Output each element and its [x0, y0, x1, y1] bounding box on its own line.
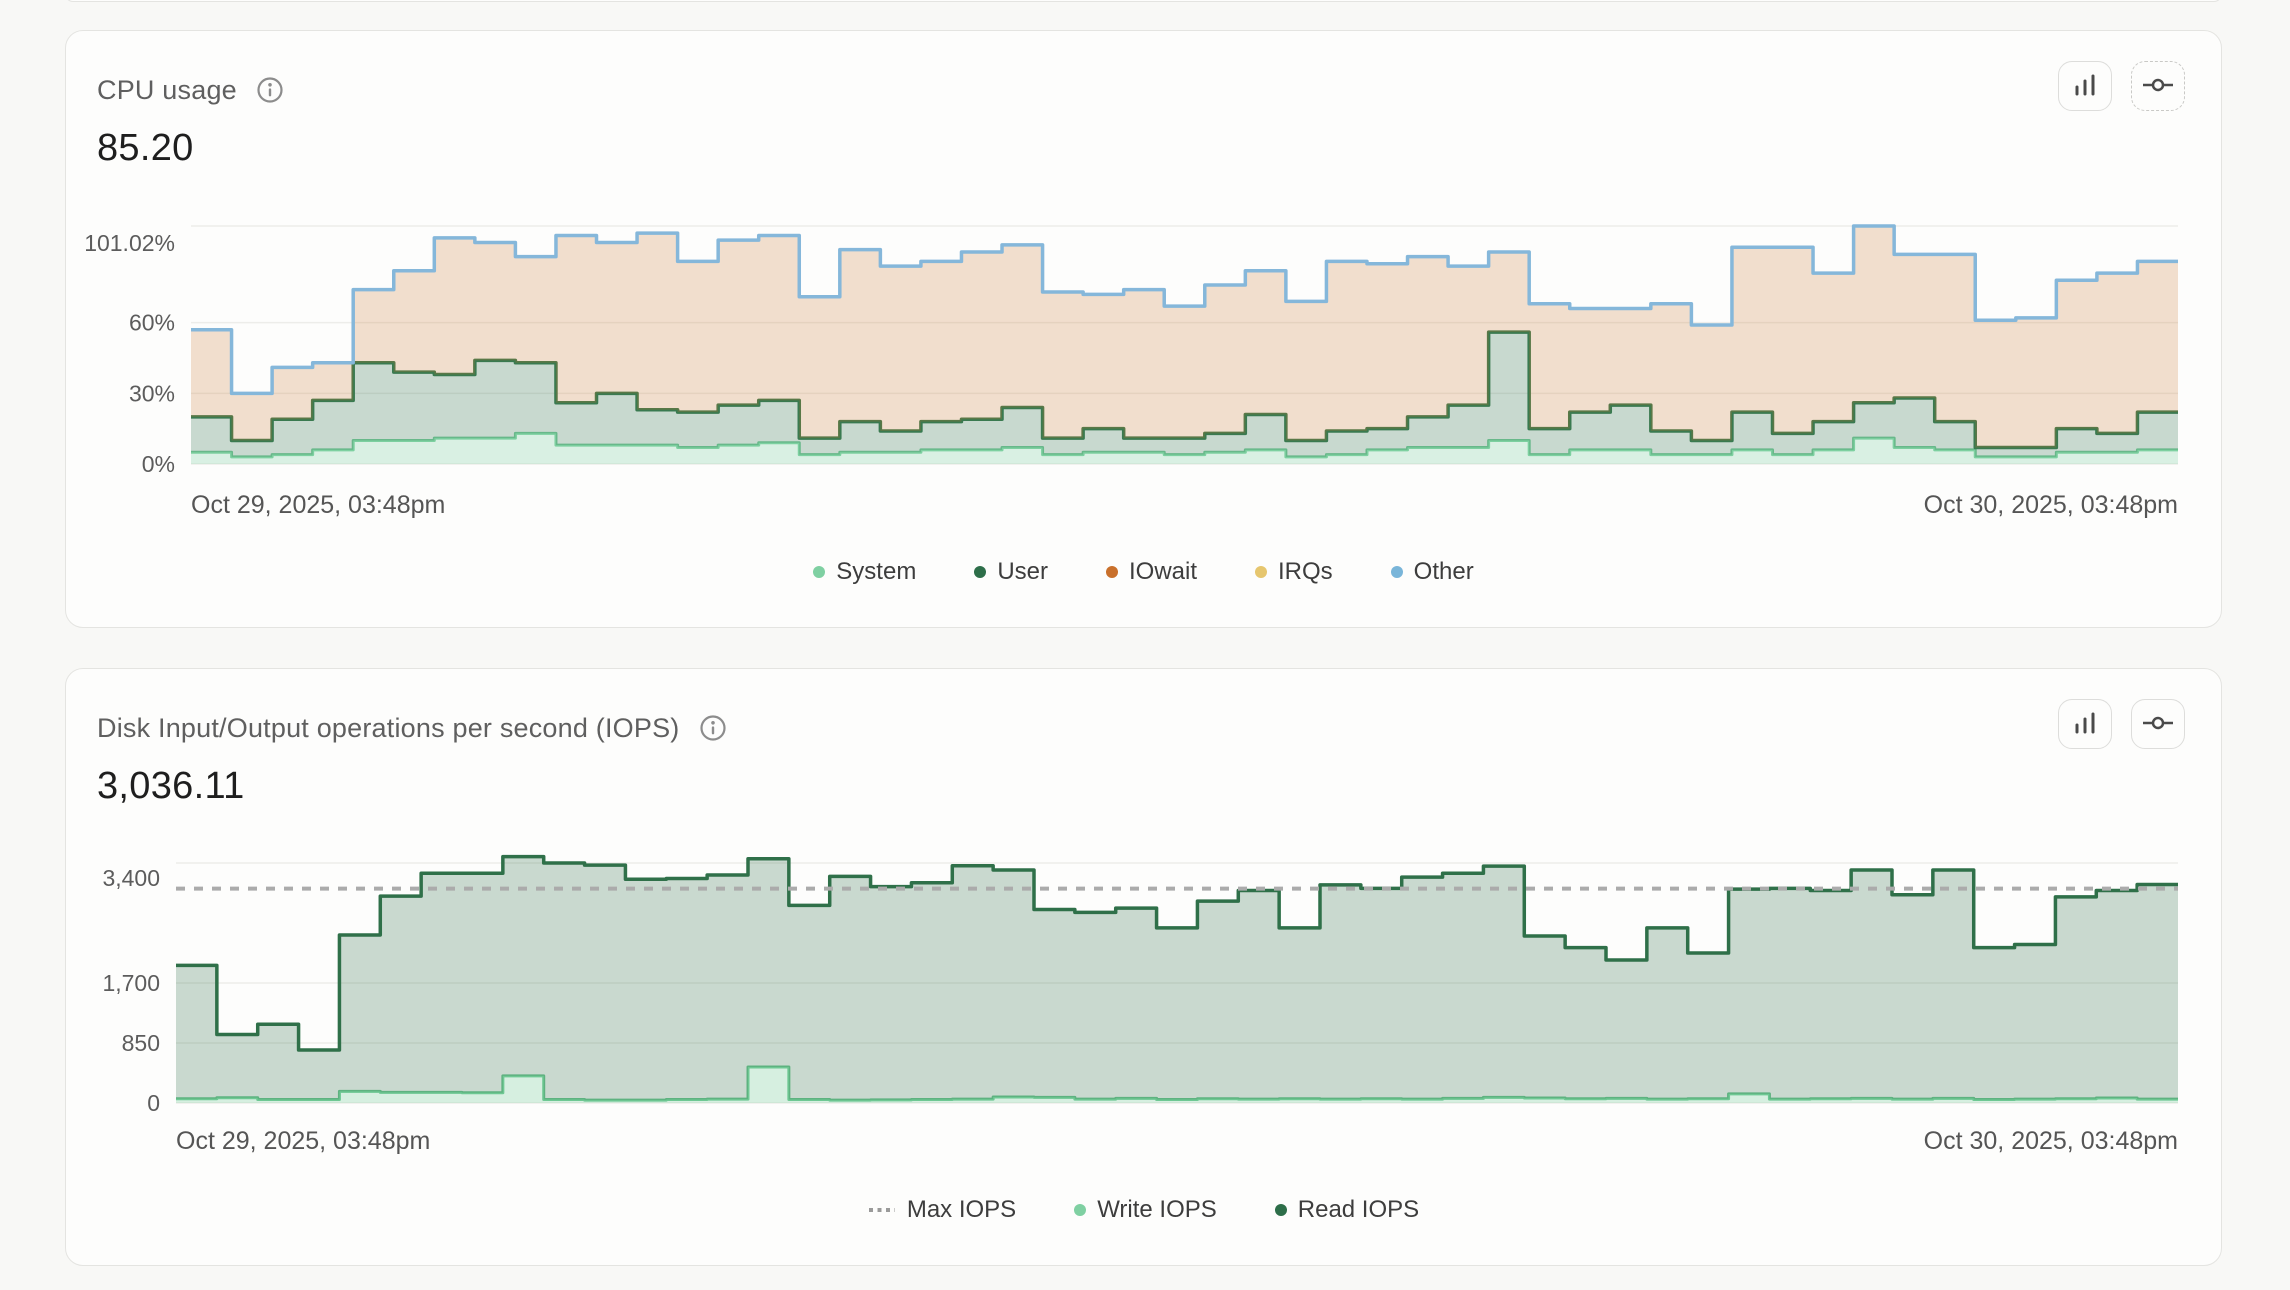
series-area-iowait	[191, 226, 2178, 448]
legend-label: Other	[1413, 558, 1474, 585]
series-line-system	[191, 431, 2178, 459]
y-tick-label: 3,400	[102, 865, 160, 891]
legend-item-irqs[interactable]: IRQs	[1255, 558, 1333, 586]
series-line-other	[191, 224, 2178, 396]
iops-chart-legend: Max IOPS Write IOPS Read IOPS	[66, 1195, 2221, 1225]
tune-slider-icon	[2142, 715, 2174, 734]
tune-slider-icon	[2142, 77, 2174, 96]
bar-chart-icon	[2071, 709, 2099, 740]
legend-dot-icon	[1105, 566, 1118, 578]
legend-dot-icon	[1074, 1204, 1087, 1216]
legend-item-other[interactable]: Other	[1390, 558, 1474, 586]
x-axis-end-label: Oct 30, 2025, 03:48pm	[1924, 491, 2178, 519]
cpu-usage-chart[interactable]: 0% 30% 60% 101.02% Oct 29, 2025, 03:48pm Oct …	[66, 211, 2223, 521]
chart-settings-button[interactable]	[2131, 699, 2185, 749]
series-area-write-iops	[176, 1066, 2178, 1103]
legend-item-user[interactable]: User	[974, 558, 1048, 586]
chart-type-button[interactable]	[2058, 61, 2112, 111]
legend-label: Max IOPS	[906, 1196, 1017, 1223]
legend-item-read-iops[interactable]: Read IOPS	[1274, 1196, 1420, 1224]
legend-dash-icon	[868, 1208, 895, 1212]
legend-item-system[interactable]: System	[813, 558, 916, 586]
x-axis-start-label: Oct 29, 2025, 03:48pm	[176, 1127, 430, 1155]
y-tick-label: 1,700	[102, 970, 160, 996]
series-line-user	[191, 330, 2178, 450]
series-line-write-iops	[176, 1065, 2178, 1102]
y-tick-label: 0%	[142, 451, 175, 477]
bar-chart-icon	[2071, 71, 2099, 102]
info-icon[interactable]	[255, 75, 285, 105]
legend-dot-icon	[1255, 566, 1267, 578]
disk-iops-card: Disk Input/Output operations per second …	[65, 668, 2222, 1266]
legend-label: Read IOPS	[1297, 1196, 1420, 1223]
metric-value: 3,036.11	[97, 765, 245, 807]
legend-dot-icon	[813, 566, 826, 578]
info-icon[interactable]	[698, 713, 728, 743]
cpu-chart-legend: System User IOwait IRQs Other	[66, 557, 2221, 587]
series-area-user	[191, 332, 2178, 457]
card-header: Disk Input/Output operations per second …	[66, 699, 2221, 749]
series-area-system	[191, 433, 2178, 464]
y-tick-label: 101.02%	[84, 230, 175, 256]
card-title: Disk Input/Output operations per second …	[97, 712, 680, 743]
legend-dot-icon	[1274, 1204, 1287, 1216]
legend-label: IRQs	[1278, 558, 1333, 585]
legend-label: Write IOPS	[1097, 1196, 1217, 1223]
legend-item-iowait[interactable]: IOwait	[1105, 558, 1197, 586]
x-axis-end-label: Oct 30, 2025, 03:48pm	[1924, 1127, 2178, 1155]
legend-item-write-iops[interactable]: Write IOPS	[1074, 1196, 1217, 1224]
y-tick-label: 60%	[129, 310, 175, 336]
legend-label: User	[997, 558, 1048, 585]
iops-chart[interactable]: 0 850 1,700 3,400 Oct 29, 2025, 03:48pm Oct 3…	[66, 849, 2223, 1159]
y-tick-label: 30%	[129, 380, 175, 406]
card-title: CPU usage	[97, 74, 237, 105]
legend-dot-icon	[1390, 566, 1403, 578]
y-tick-label: 850	[122, 1030, 160, 1056]
legend-item-max-iops[interactable]: Max IOPS	[868, 1196, 1016, 1224]
card-toolbar	[2058, 61, 2185, 111]
metric-value: 85.20	[97, 127, 194, 169]
series-area-read-iops	[176, 856, 2178, 1101]
legend-label: System	[836, 558, 917, 585]
y-tick-label: 0	[147, 1090, 160, 1116]
card-toolbar	[2058, 699, 2185, 749]
legend-label: IOwait	[1128, 558, 1197, 585]
legend-dot-icon	[974, 566, 987, 578]
cpu-usage-card: CPU usage	[65, 30, 2222, 628]
previous-card-bottom-edge	[65, 0, 2222, 2]
card-header: CPU usage	[66, 61, 2221, 111]
x-axis-start-label: Oct 29, 2025, 03:48pm	[191, 491, 445, 519]
chart-settings-button[interactable]	[2131, 61, 2185, 111]
chart-type-button[interactable]	[2058, 699, 2112, 749]
